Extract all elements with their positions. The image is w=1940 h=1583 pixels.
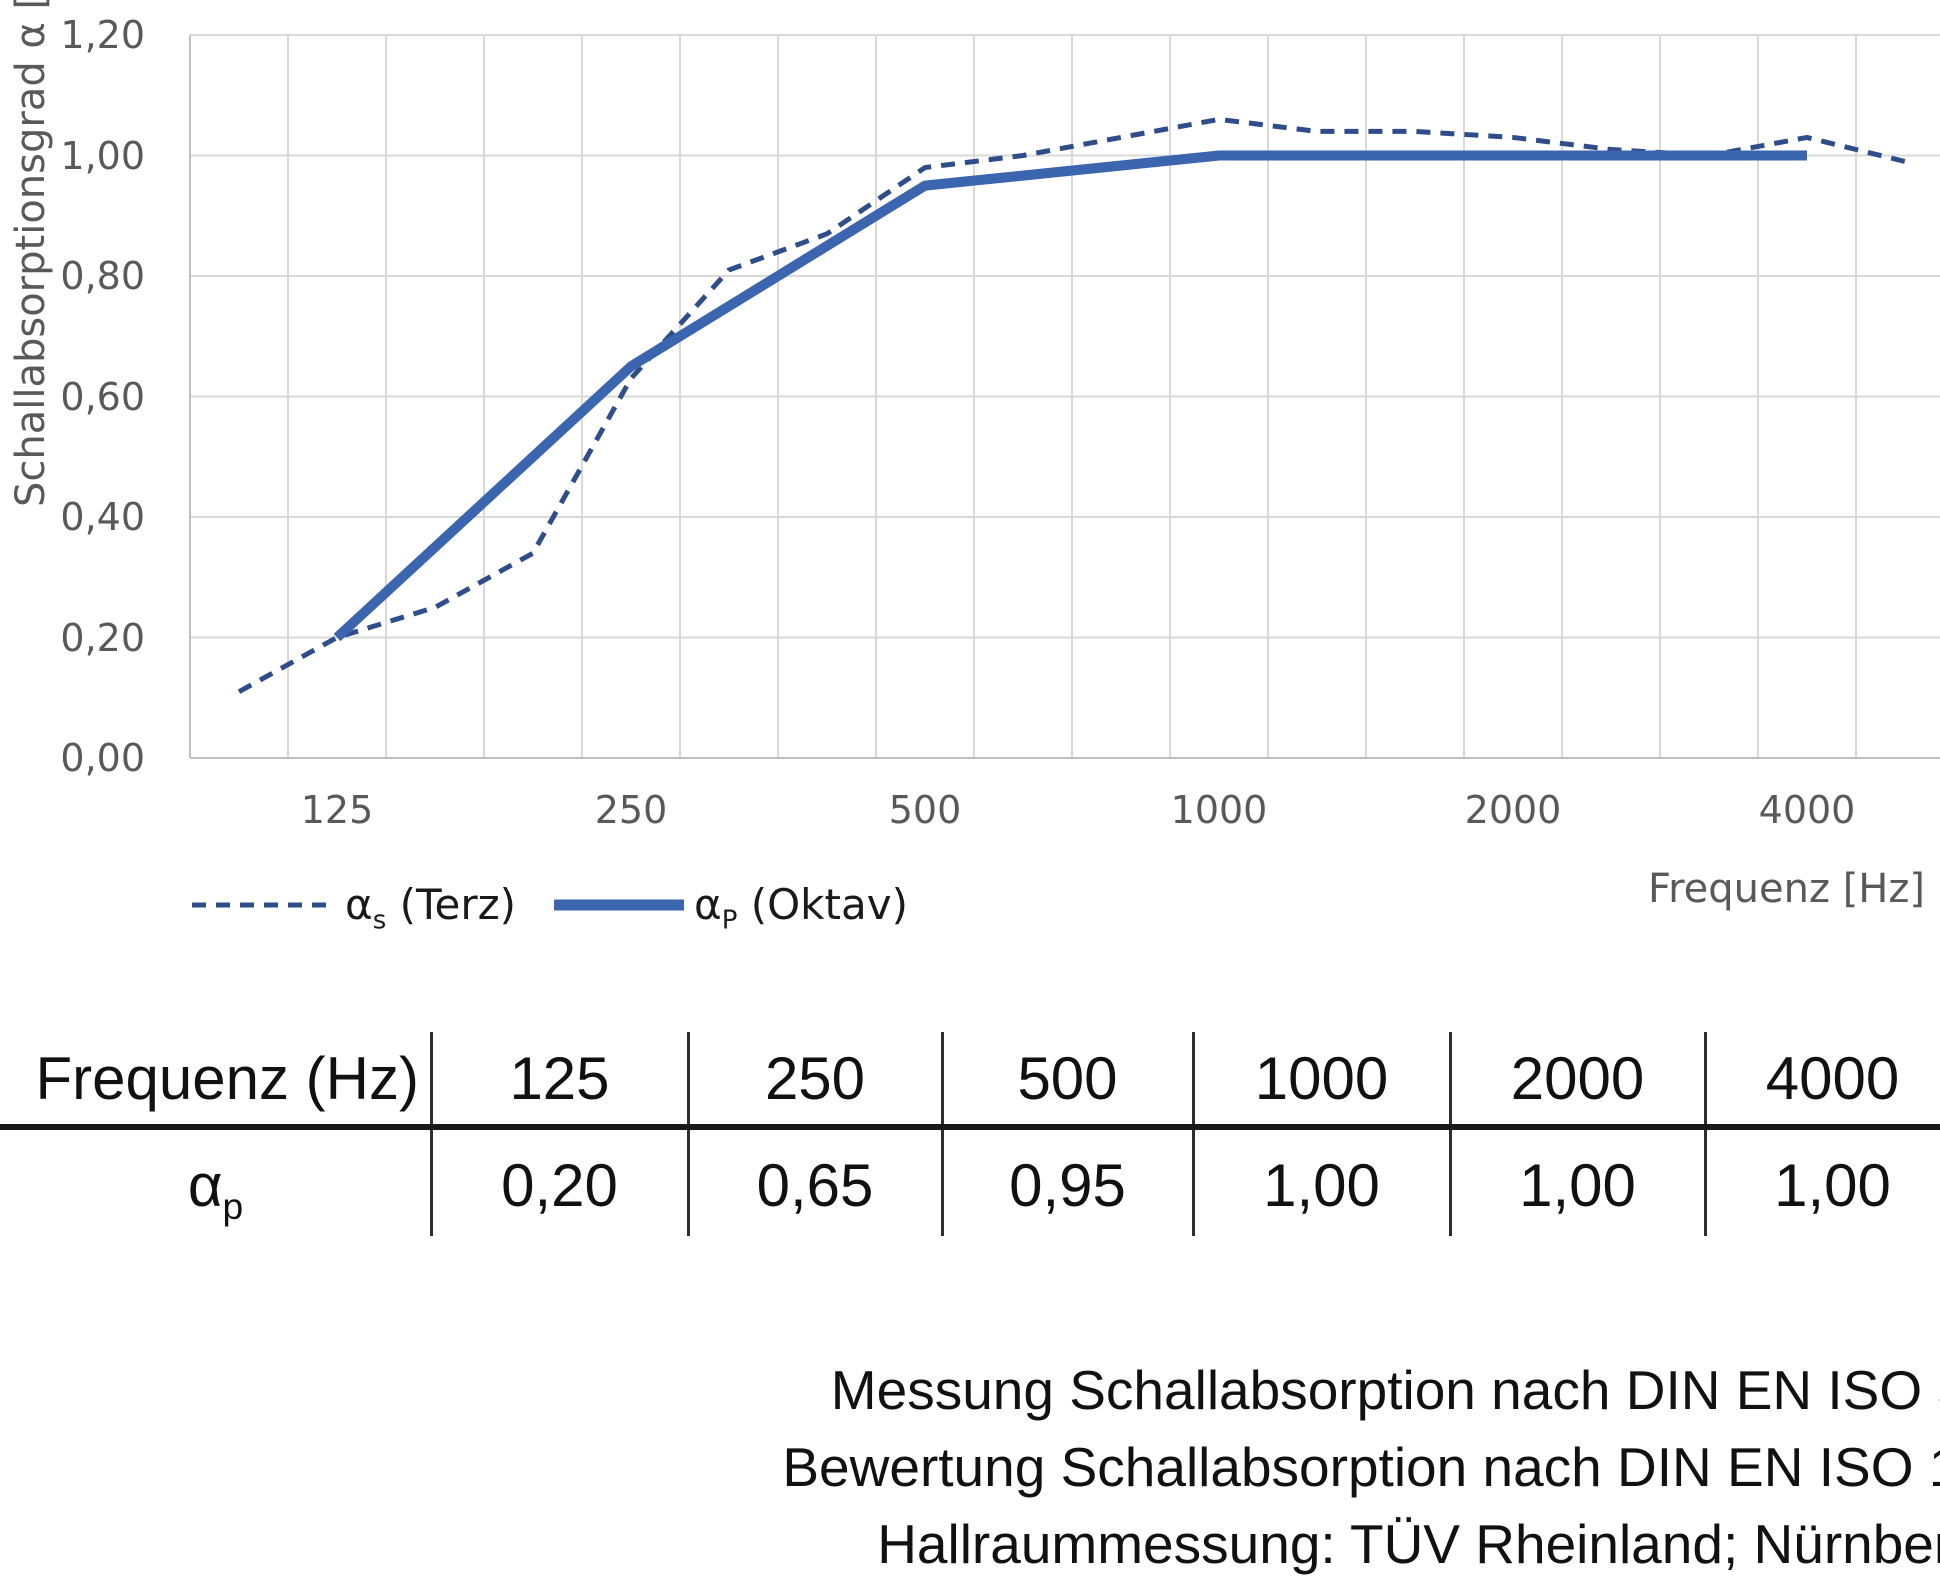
x-tick-label: 1000 bbox=[1139, 788, 1299, 832]
x-tick-label: 4000 bbox=[1727, 788, 1887, 832]
y-tick-label: 0,60 bbox=[20, 378, 145, 416]
y-tick-label: 1,00 bbox=[20, 137, 145, 175]
y-tick-label: 0,80 bbox=[20, 257, 145, 295]
y-tick-label: 0,00 bbox=[20, 739, 145, 777]
legend-label-alpha-s-terz: αs (Terz) bbox=[345, 880, 516, 935]
x-tick-label: 2000 bbox=[1433, 788, 1593, 832]
subscript: P bbox=[722, 905, 738, 935]
footer-citation: Messung Schallabsorption nach DIN EN ISO… bbox=[630, 1352, 1940, 1583]
table-value-cell: 1,00 bbox=[1653, 1153, 1940, 1219]
subscript: p bbox=[223, 1185, 244, 1227]
y-tick-label: 0,20 bbox=[20, 619, 145, 657]
x-tick-label: 500 bbox=[845, 788, 1005, 832]
table-header-cell: Frequenz (Hz) bbox=[36, 1046, 396, 1112]
table-header-divider bbox=[0, 1124, 1940, 1130]
y-axis-title: Schallabsorptionsgrad α [-] bbox=[8, 0, 54, 507]
x-axis-title: Frequenz [Hz] bbox=[1600, 866, 1925, 912]
footer-line: Hallraummessung: TÜV Rheinland; Nürnberg bbox=[630, 1506, 1940, 1583]
y-tick-label: 0,40 bbox=[20, 498, 145, 536]
table-header-cell: 4000 bbox=[1653, 1046, 1940, 1112]
y-tick-label: 1,20 bbox=[20, 16, 145, 54]
x-tick-label: 250 bbox=[551, 788, 711, 832]
x-tick-label: 125 bbox=[257, 788, 417, 832]
subscript: s bbox=[373, 905, 387, 935]
footer-line: Messung Schallabsorption nach DIN EN ISO… bbox=[630, 1352, 1940, 1429]
footer-line: Bewertung Schallabsorption nach DIN EN I… bbox=[630, 1429, 1940, 1506]
table-row-label: αp bbox=[36, 1153, 396, 1239]
legend-label-alpha-p-oktav: αP (Oktav) bbox=[694, 880, 908, 935]
